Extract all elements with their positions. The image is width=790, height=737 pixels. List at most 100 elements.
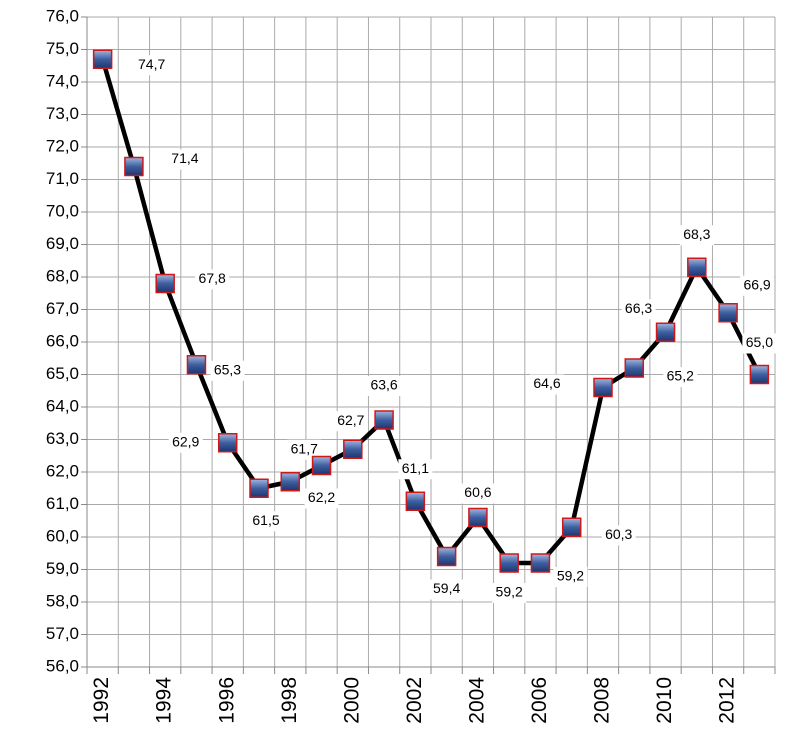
- x-tick-label: 2006: [528, 677, 551, 724]
- data-label: 65,0: [746, 334, 773, 350]
- data-label: 64,6: [533, 375, 560, 391]
- data-label-bg: [287, 439, 322, 460]
- data-label: 60,6: [464, 484, 491, 500]
- data-label-group: 66,9: [740, 275, 775, 296]
- marker: [749, 364, 770, 385]
- marker: [92, 49, 113, 69]
- y-tick-label: 72,0: [46, 136, 79, 155]
- marker: [530, 553, 551, 573]
- marker: [499, 553, 519, 573]
- y-tick-label: 64,0: [46, 396, 79, 415]
- x-tick-label: 2000: [340, 677, 363, 724]
- y-tick-label: 73,0: [46, 104, 79, 123]
- data-label-group: 74,7: [134, 55, 169, 76]
- x-tick-label: 1994: [153, 677, 176, 724]
- data-label-bg: [621, 299, 656, 320]
- data-label-bg: [367, 376, 402, 396]
- data-label-group: 67,8: [195, 269, 230, 290]
- data-label: 65,3: [214, 361, 241, 377]
- data-label-group: 59,4: [429, 579, 464, 600]
- data-label: 59,4: [433, 580, 460, 596]
- data-label-group: 65,3: [210, 360, 245, 381]
- data-label-bg: [304, 488, 339, 509]
- y-tick-label: 70,0: [46, 201, 79, 220]
- data-label: 61,5: [252, 512, 279, 528]
- data-label: 59,2: [496, 584, 523, 600]
- data-label-bg: [530, 374, 564, 395]
- data-label-bg: [398, 459, 433, 480]
- marker: [687, 257, 707, 277]
- y-tick-label: 76,0: [46, 6, 79, 25]
- y-tick-label: 57,0: [46, 624, 79, 643]
- marker: [124, 156, 144, 177]
- marker: [561, 517, 582, 537]
- marker: [186, 355, 207, 375]
- data-label-bg: [195, 269, 230, 290]
- data-label-bg: [460, 483, 495, 504]
- data-label-bg: [601, 525, 636, 546]
- data-label: 62,7: [337, 412, 364, 428]
- y-tick-label: 58,0: [46, 591, 79, 610]
- data-label: 66,9: [743, 276, 770, 292]
- y-tick-label: 66,0: [46, 331, 79, 350]
- y-tick-label: 65,0: [46, 364, 79, 383]
- data-label: 65,2: [667, 368, 694, 384]
- x-tick-label: 1996: [215, 677, 238, 724]
- y-tick-label: 74,0: [46, 71, 79, 90]
- marker: [624, 358, 645, 378]
- y-tick-label: 60,0: [46, 526, 79, 545]
- marker: [436, 546, 457, 567]
- data-label-group: 64,6: [530, 374, 564, 395]
- data-label-group: 61,7: [287, 439, 322, 460]
- y-tick-label: 56,0: [46, 656, 79, 675]
- marker: [374, 410, 394, 430]
- data-label-group: 61,5: [249, 511, 283, 532]
- x-tick-label: 2010: [653, 677, 676, 724]
- data-label-group: 61,1: [398, 459, 433, 480]
- data-label-group: 60,6: [460, 483, 495, 504]
- data-label-bg: [210, 360, 245, 381]
- data-label: 60,3: [605, 526, 632, 542]
- marker: [343, 439, 363, 459]
- data-label-bg: [333, 411, 368, 432]
- data-label-bg: [168, 432, 203, 453]
- marker: [593, 377, 613, 398]
- marker: [468, 507, 488, 528]
- y-tick-label: 62,0: [46, 461, 79, 480]
- y-tick-label: 67,0: [46, 299, 79, 318]
- data-label: 62,2: [308, 489, 335, 505]
- data-label: 59,2: [557, 568, 584, 584]
- line: [100, 58, 762, 566]
- y-tick-label: 68,0: [46, 266, 79, 285]
- data-label-bg: [679, 225, 714, 246]
- data-label-group: 62,9: [168, 432, 203, 453]
- x-tick-label: 2008: [591, 677, 614, 724]
- data-label-group: 60,3: [601, 525, 636, 546]
- y-tick-label: 75,0: [46, 39, 79, 58]
- data-label-bg: [167, 149, 202, 170]
- marker: [249, 478, 269, 498]
- data-label: 61,1: [402, 460, 429, 476]
- y-tick-label: 71,0: [46, 169, 79, 188]
- x-tick-label: 2004: [465, 677, 488, 724]
- y-tick-label: 61,0: [46, 494, 79, 513]
- data-label-bg: [134, 55, 169, 76]
- x-tick-label: 1992: [90, 677, 113, 724]
- data-label: 74,7: [138, 56, 165, 72]
- data-label-bg: [742, 333, 777, 354]
- data-label: 61,7: [291, 440, 318, 456]
- y-tick-label: 63,0: [46, 429, 79, 448]
- data-label-group: 71,4: [167, 149, 202, 170]
- marker: [280, 472, 301, 492]
- data-label-group: 59,2: [492, 583, 527, 603]
- data-label-bg: [492, 583, 527, 603]
- data-label: 63,6: [370, 377, 397, 393]
- y-tick-label: 59,0: [46, 559, 79, 578]
- data-label-group: 63,6: [367, 376, 402, 396]
- marker: [655, 322, 676, 342]
- data-label: 67,8: [199, 270, 226, 286]
- data-label: 71,4: [171, 150, 198, 166]
- data-label-group: 66,3: [621, 299, 656, 320]
- data-label-group: 68,3: [679, 225, 714, 246]
